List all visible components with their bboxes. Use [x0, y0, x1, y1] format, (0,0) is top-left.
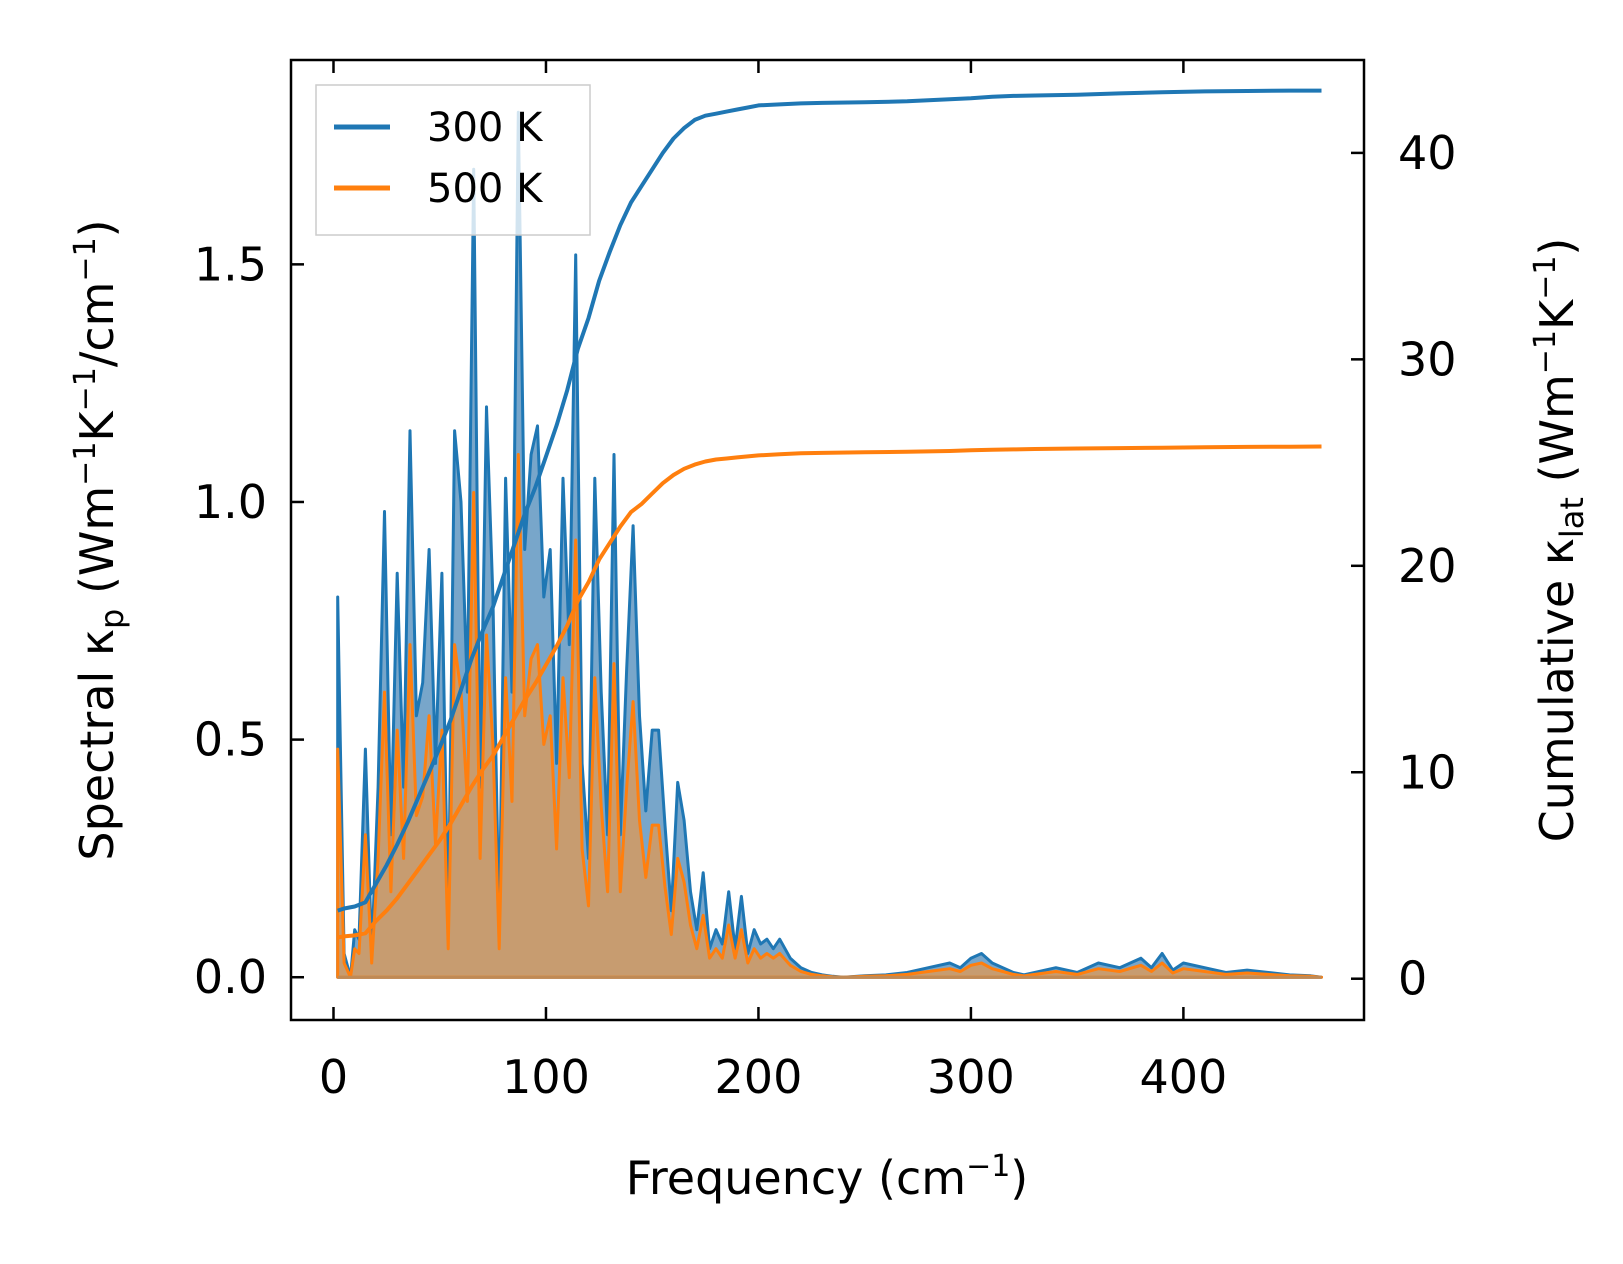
legend-label-500k: 500 K [427, 166, 544, 212]
y-right-tick-label: 10 [1398, 745, 1457, 799]
y-left-tick-label: 0.5 [194, 713, 267, 767]
cumulative-line-300k [337, 88, 1322, 913]
y-right-tick-label: 0 [1398, 952, 1427, 1006]
x-tick-label: 400 [1139, 1050, 1227, 1104]
plot-frame [289, 58, 1366, 1022]
y-left-tick-label: 0.0 [194, 950, 267, 1004]
x-tick-label: 300 [927, 1050, 1015, 1104]
y-left-tick-label: 1.0 [194, 475, 267, 529]
x-tick-label: 0 [319, 1050, 348, 1104]
legend-label-300k: 300 K [427, 105, 544, 151]
y-axis-left-label: Spectral κp (Wm−1K−1/cm−1) [68, 219, 131, 860]
y-left-tick-label: 1.5 [194, 237, 267, 291]
y-right-tick-label: 30 [1398, 332, 1457, 386]
legend: 300 K 500 K [315, 84, 591, 236]
y-axis-right-label: Cumulative κlat (Wm−1K−1) [1528, 238, 1591, 843]
x-tick-label: 200 [715, 1050, 803, 1104]
y-right-tick-label: 20 [1398, 539, 1457, 593]
legend-box [315, 84, 591, 236]
y-right-tick-label: 40 [1398, 126, 1457, 180]
x-axis-label: Frequency (cm−1) [626, 1149, 1029, 1205]
x-tick-label: 100 [502, 1050, 590, 1104]
cumulative-line-500k [337, 444, 1322, 940]
